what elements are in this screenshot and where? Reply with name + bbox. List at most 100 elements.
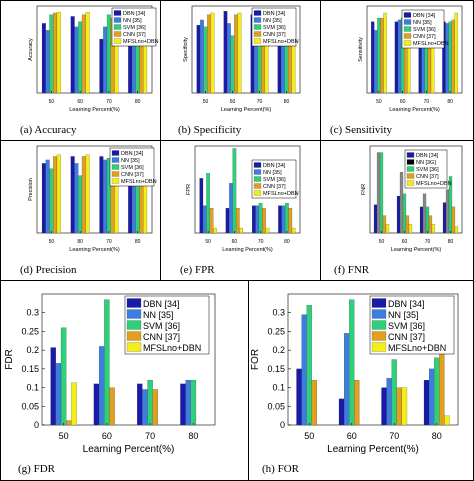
legend-item: SVM [36] [416,167,439,173]
bar-h [338,398,345,426]
bar-b [227,23,231,94]
bar-e [288,208,293,234]
legend-swatch [113,17,122,23]
bar-h [354,379,360,426]
x-tick-label: 80 [135,99,141,105]
legend-swatch [371,298,387,308]
x-tick-label: 60 [400,99,406,105]
legend-item: MFSLno+DBN [263,39,299,45]
x-tick-label: 70 [389,431,399,441]
bar-c [377,18,381,94]
chart-d: 50 80 70 80 Learning Percent(%) Precision DBN … [28,145,157,253]
bar-d [85,154,90,234]
bar-c [380,18,384,94]
caption-b: (b) Specificity [178,124,242,136]
bar-a [78,21,83,94]
bar-f [454,226,459,234]
bar-g [66,420,72,426]
legend-item: NN [3G] [416,160,436,166]
caption-g: (g) FDR [18,463,56,475]
x-tick-label: 70 [257,99,263,105]
bar-h [386,378,392,426]
bar-h [301,314,307,426]
x-tick-label: 80 [284,239,290,245]
legend-item: SVM [36] [388,321,425,331]
y-tick-label: 0.3 [26,308,39,318]
bar-e [229,183,233,234]
y-tick-label: 0 [280,420,285,430]
bar-c [394,21,399,94]
bar-a [41,23,46,94]
x-tick-label: 60 [77,99,83,105]
y-axis-label: Specificity [183,37,189,62]
bar-g [104,299,110,426]
y-tick-label: 0.25 [267,326,285,336]
bar-f [428,215,433,234]
x-tick-label: 80 [77,239,83,245]
y-tick-label: 0.1 [272,383,285,393]
x-axis-label: Learning Percent(%) [327,444,419,455]
bar-f [442,202,447,234]
bar-g [142,389,148,426]
chart-e: 50 60 70 80 Learning Percent(%) FPR DBN [34]NN… [186,145,301,253]
bar-e [232,148,237,234]
bar-a [103,26,108,94]
bar-h [444,415,450,426]
bar-f [422,193,427,234]
y-tick-label: 0.05 [267,401,285,411]
x-tick-label: 70 [258,239,264,245]
legend-swatch [111,150,120,156]
bar-e [285,203,289,234]
y-axis-label: Accuracy [28,38,34,61]
legend-item: SVM [36] [413,27,436,33]
bar-e [239,227,244,234]
legend-item: MFSLno+DBN [388,343,446,353]
bar-c [451,19,455,94]
legend-swatch [126,331,142,341]
caption-e: (e) FPR [180,264,215,276]
y-tick-label: 0.2 [272,345,285,355]
legend-swatch [403,33,412,39]
x-tick-label: 80 [135,239,141,245]
x-tick-label: 70 [106,239,112,245]
bar-d [103,159,108,234]
bar-g [50,347,56,426]
bar-f [419,206,424,234]
bar-h [311,379,317,426]
chart-h: 0 0.05 0.1 0.15 0.2 0.25 0.3 50 60 70 80 Learning P… [250,293,459,455]
legend-item: SVM [36] [263,177,286,183]
legend-item: NN [35] [413,20,432,26]
chart-f: 50 60 70 80 Learning Percent(%) FNR DBN [34]NN… [361,145,463,253]
y-axis-label: Precision [28,178,34,201]
x-tick-label: 50 [59,431,69,441]
legend-swatch [371,331,387,341]
bar-c [445,23,449,94]
charts: 50 60 70 80 Learning Percent(%) Accuracy DBN [… [4,5,463,455]
bar-e [202,205,207,234]
bar-e [213,227,217,234]
bar-h [439,353,445,426]
x-axis-label: Learning Percent(%) [221,107,272,113]
bar-a [106,14,111,94]
legend-e: DBN [34]NN [35]SVM [36]CNN [37]MFSLno+DB… [251,159,299,199]
x-tick-label: 80 [284,99,290,105]
bar-d [56,154,61,234]
y-tick-label: 0.2 [26,345,39,355]
bar-e [258,203,263,234]
legend-swatch [126,298,142,308]
x-tick-label: 60 [402,239,408,245]
legend-swatch [406,173,415,179]
bar-f [396,195,401,234]
bar-d [70,156,75,234]
bar-e [281,205,286,234]
chart-g: 0 0.05 0.1 0.15 0.2 0.25 0.3 50 60 70 80 Learning P… [4,293,216,455]
y-tick-label: 0.3 [272,308,285,318]
y-axis-label: FOR [250,349,261,370]
bar-g [137,383,143,426]
legend-swatch [113,38,122,44]
legend-swatch [111,171,120,177]
bar-h [434,357,440,426]
legend-item: SVM [36] [143,321,180,331]
caption-d: (d) Precision [20,264,77,276]
